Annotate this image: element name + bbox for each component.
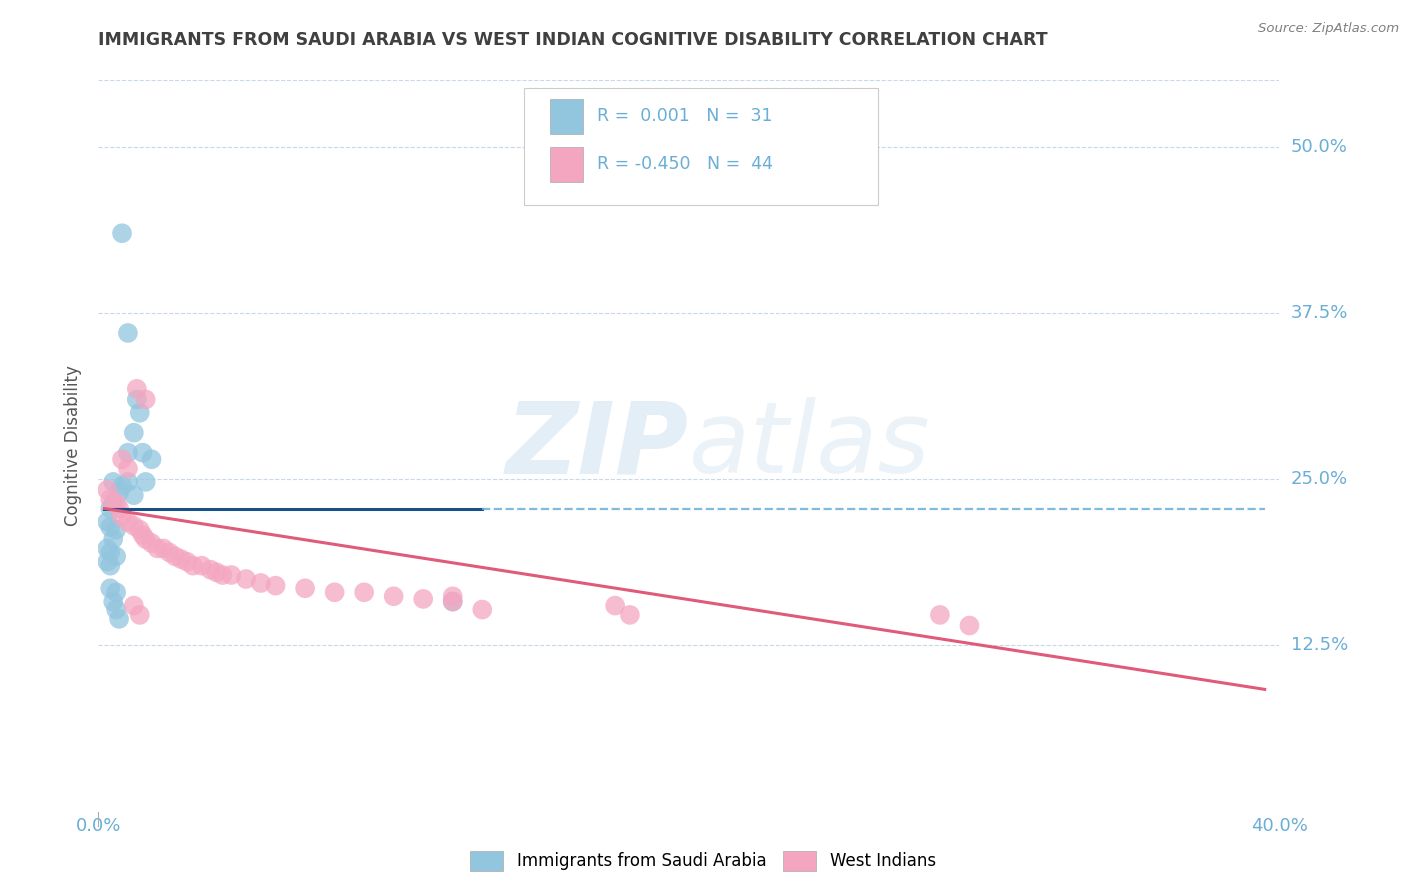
Point xyxy=(103,496,125,510)
Point xyxy=(146,541,169,556)
Point xyxy=(219,568,242,582)
Text: Source: ZipAtlas.com: Source: ZipAtlas.com xyxy=(1258,22,1399,36)
Point xyxy=(103,475,125,489)
Point xyxy=(200,563,222,577)
Point xyxy=(412,591,434,606)
Point xyxy=(128,406,150,420)
Point xyxy=(128,523,150,537)
Point xyxy=(135,475,157,489)
Point xyxy=(928,607,950,622)
Y-axis label: Cognitive Disability: Cognitive Disability xyxy=(65,366,83,526)
Point xyxy=(135,392,157,407)
Point xyxy=(382,589,405,603)
Point xyxy=(181,558,204,573)
Point xyxy=(211,568,233,582)
Point xyxy=(619,607,641,622)
Legend: Immigrants from Saudi Arabia, West Indians: Immigrants from Saudi Arabia, West India… xyxy=(461,842,945,880)
Point xyxy=(959,618,981,632)
Point xyxy=(125,392,148,407)
Point xyxy=(117,475,139,489)
Point xyxy=(98,520,121,534)
Point xyxy=(441,594,464,608)
Point xyxy=(111,452,134,467)
Point xyxy=(98,545,121,559)
Point xyxy=(98,501,121,516)
Point xyxy=(191,558,214,573)
Point xyxy=(165,549,187,564)
Point xyxy=(105,549,128,564)
Point xyxy=(441,589,464,603)
Point xyxy=(152,541,174,556)
Point xyxy=(108,501,131,516)
Point xyxy=(122,425,145,440)
Bar xyxy=(550,99,582,134)
Point xyxy=(135,532,157,546)
Point xyxy=(111,509,134,524)
Point xyxy=(128,607,150,622)
Point xyxy=(117,515,139,529)
Point xyxy=(205,566,228,580)
Point xyxy=(96,483,118,497)
Point xyxy=(105,523,128,537)
Point xyxy=(471,602,494,616)
Point xyxy=(125,382,148,396)
Point xyxy=(235,572,257,586)
Text: 12.5%: 12.5% xyxy=(1291,637,1348,655)
Point xyxy=(294,582,316,596)
Point xyxy=(98,582,121,596)
Point xyxy=(141,452,163,467)
Point xyxy=(103,594,125,608)
Point xyxy=(132,528,155,542)
Point xyxy=(105,602,128,616)
Point xyxy=(105,496,128,510)
Point xyxy=(170,552,193,566)
Point xyxy=(176,555,198,569)
Point xyxy=(250,576,273,591)
Point xyxy=(108,612,131,626)
Point xyxy=(353,585,375,599)
Point xyxy=(157,545,180,559)
Point xyxy=(117,445,139,459)
Text: R =  0.001   N =  31: R = 0.001 N = 31 xyxy=(596,107,772,125)
Point xyxy=(111,479,134,493)
Text: 25.0%: 25.0% xyxy=(1291,470,1348,488)
Point xyxy=(96,515,118,529)
Point xyxy=(108,485,131,500)
Point xyxy=(117,326,139,340)
Point xyxy=(122,518,145,533)
Text: 37.5%: 37.5% xyxy=(1291,304,1348,322)
Point xyxy=(323,585,346,599)
Text: R = -0.450   N =  44: R = -0.450 N = 44 xyxy=(596,155,773,173)
Text: atlas: atlas xyxy=(689,398,931,494)
Point xyxy=(122,488,145,502)
Point xyxy=(98,558,121,573)
Point xyxy=(105,585,128,599)
Point xyxy=(96,541,118,556)
Point xyxy=(96,555,118,569)
Point xyxy=(264,579,287,593)
Point xyxy=(441,594,464,608)
Text: 50.0%: 50.0% xyxy=(1291,137,1347,156)
Point xyxy=(103,532,125,546)
Point xyxy=(111,226,134,240)
Bar xyxy=(550,147,582,182)
Point xyxy=(605,599,627,613)
Point xyxy=(117,461,139,475)
Point xyxy=(141,536,163,550)
Point xyxy=(122,599,145,613)
Point xyxy=(132,445,155,459)
Text: ZIP: ZIP xyxy=(506,398,689,494)
Point xyxy=(98,492,121,507)
FancyBboxPatch shape xyxy=(523,87,877,204)
Text: IMMIGRANTS FROM SAUDI ARABIA VS WEST INDIAN COGNITIVE DISABILITY CORRELATION CHA: IMMIGRANTS FROM SAUDI ARABIA VS WEST IND… xyxy=(98,31,1047,49)
